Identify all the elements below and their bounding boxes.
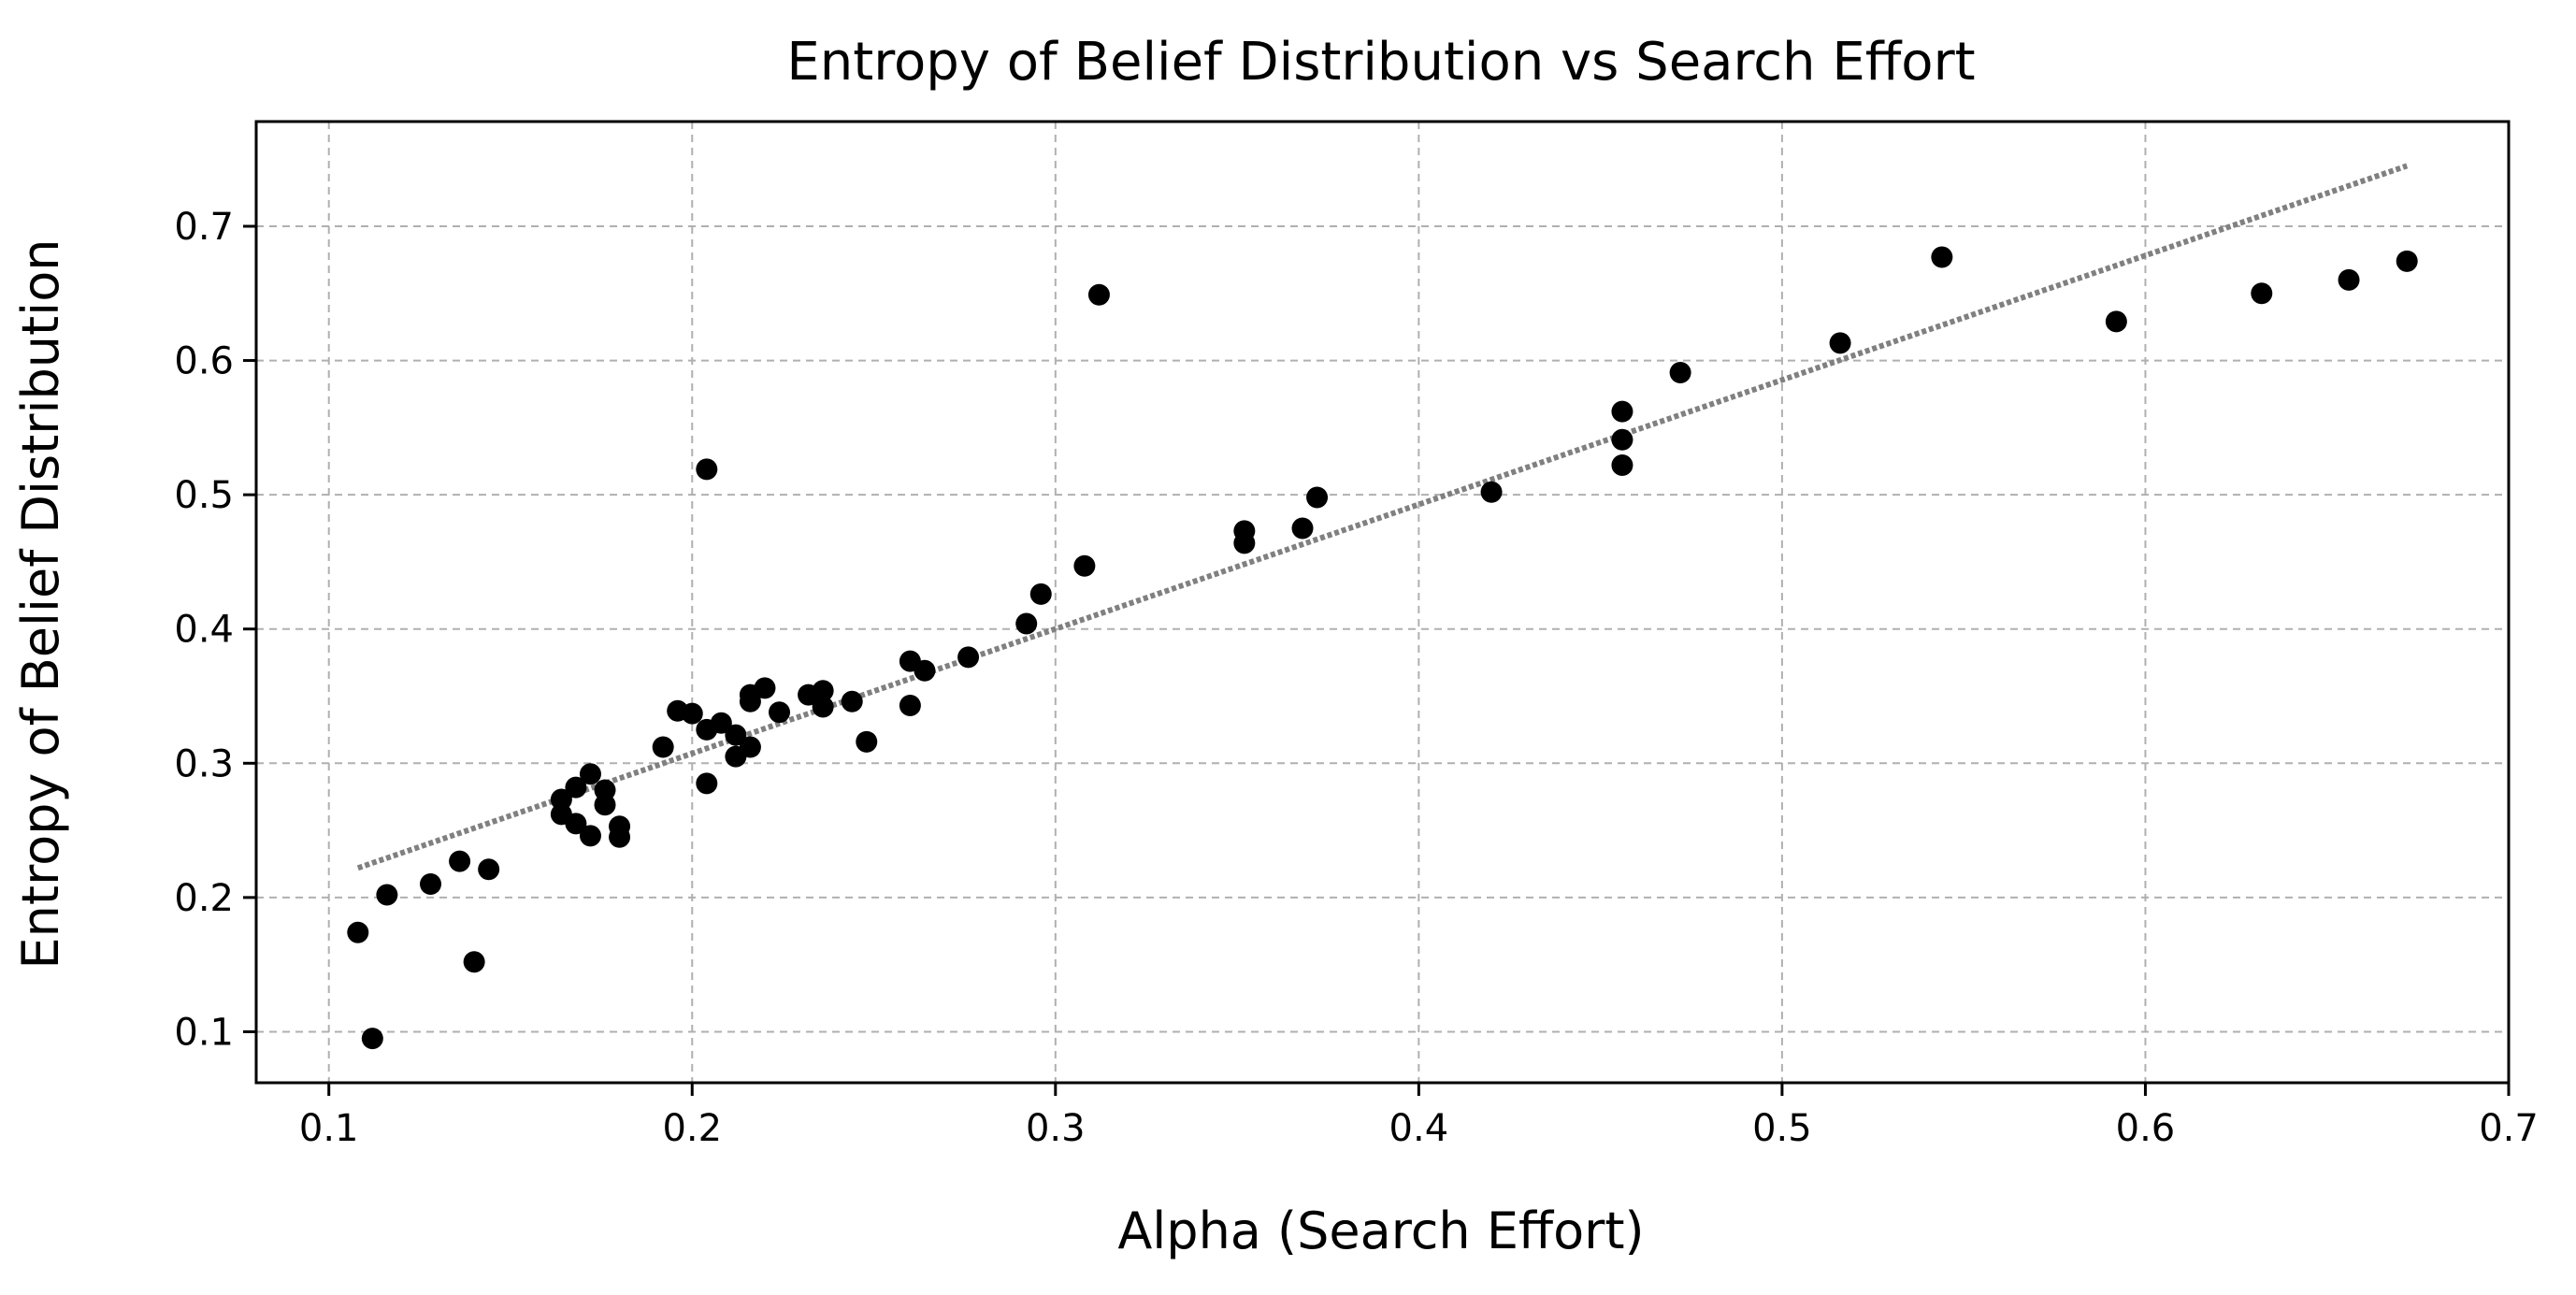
y-tick-label: 0.3: [174, 742, 234, 785]
y-tick-label: 0.7: [174, 206, 234, 249]
chart-title: Entropy of Belief Distribution vs Search…: [786, 32, 1975, 93]
trend-line-group: [356, 163, 2409, 871]
data-point: [2396, 250, 2418, 272]
data-point: [739, 736, 761, 758]
data-point: [1611, 454, 1633, 477]
data-point: [681, 702, 703, 725]
data-point: [420, 873, 442, 896]
x-tick-label: 0.4: [1389, 1107, 1449, 1150]
data-point: [1306, 486, 1329, 509]
x-tick-label: 0.3: [1026, 1107, 1086, 1150]
x-tick-label: 0.5: [1752, 1107, 1812, 1150]
x-tick-label: 0.2: [662, 1107, 722, 1150]
data-point: [1480, 481, 1503, 503]
y-tick-label: 0.2: [174, 877, 234, 920]
data-point: [1829, 332, 1851, 354]
data-point: [1233, 532, 1256, 554]
data-point: [725, 724, 747, 746]
data-point: [1087, 283, 1110, 306]
data-point: [1029, 583, 1052, 605]
data-point: [579, 825, 601, 847]
x-tick-label: 0.7: [2479, 1107, 2539, 1150]
grid-lines: [256, 122, 2510, 1083]
data-point: [478, 858, 500, 881]
data-point: [1291, 517, 1314, 540]
data-point: [594, 779, 616, 801]
data-point: [1073, 554, 1096, 577]
data-point: [739, 690, 761, 712]
plot-area-frame: [254, 120, 2511, 1085]
data-point: [376, 884, 398, 906]
data-point: [1669, 361, 1691, 383]
data-point: [899, 695, 921, 717]
data-point: [1931, 246, 1953, 268]
data-point: [696, 772, 718, 795]
x-tick-label: 0.6: [2116, 1107, 2176, 1150]
data-point: [957, 646, 980, 669]
data-point: [769, 701, 791, 724]
x-tick-label: 0.1: [299, 1107, 359, 1150]
data-point: [914, 659, 936, 682]
x-axis-title: Alpha (Search Effort): [1117, 1201, 1644, 1260]
y-tick-label: 0.1: [174, 1011, 234, 1054]
data-point: [579, 763, 601, 785]
data-point: [710, 712, 732, 734]
data-point: [463, 951, 485, 973]
x-axis-ticks: 0.1 0.2 0.3 0.4 0.5 0.6 0.7: [299, 1083, 2539, 1150]
y-tick-label: 0.6: [174, 340, 234, 383]
data-point: [1015, 612, 1038, 635]
data-point: [1611, 428, 1633, 451]
data-point: [609, 826, 631, 848]
data-points: [347, 246, 2418, 1050]
y-axis-title: Entropy of Belief Distribution: [11, 239, 70, 970]
data-point: [841, 690, 863, 712]
data-point: [696, 458, 718, 481]
data-point: [594, 794, 616, 816]
data-point: [449, 850, 471, 872]
data-point: [812, 696, 834, 718]
data-point: [565, 776, 587, 799]
data-point: [754, 677, 776, 699]
data-point: [2338, 268, 2360, 291]
data-point: [550, 788, 572, 811]
data-point: [565, 813, 587, 835]
data-point: [856, 730, 878, 753]
data-point: [1611, 400, 1633, 423]
y-tick-label: 0.4: [174, 609, 234, 652]
data-point: [2105, 310, 2127, 333]
y-axis-ticks: 0.1 0.2 0.3 0.4 0.5 0.6 0.7: [174, 206, 256, 1054]
y-tick-label: 0.5: [174, 474, 234, 517]
trend-line: [356, 163, 2409, 871]
data-point: [347, 921, 369, 943]
data-point: [652, 736, 674, 758]
data-point: [2251, 282, 2273, 305]
data-point: [812, 680, 834, 702]
data-point: [361, 1028, 383, 1050]
